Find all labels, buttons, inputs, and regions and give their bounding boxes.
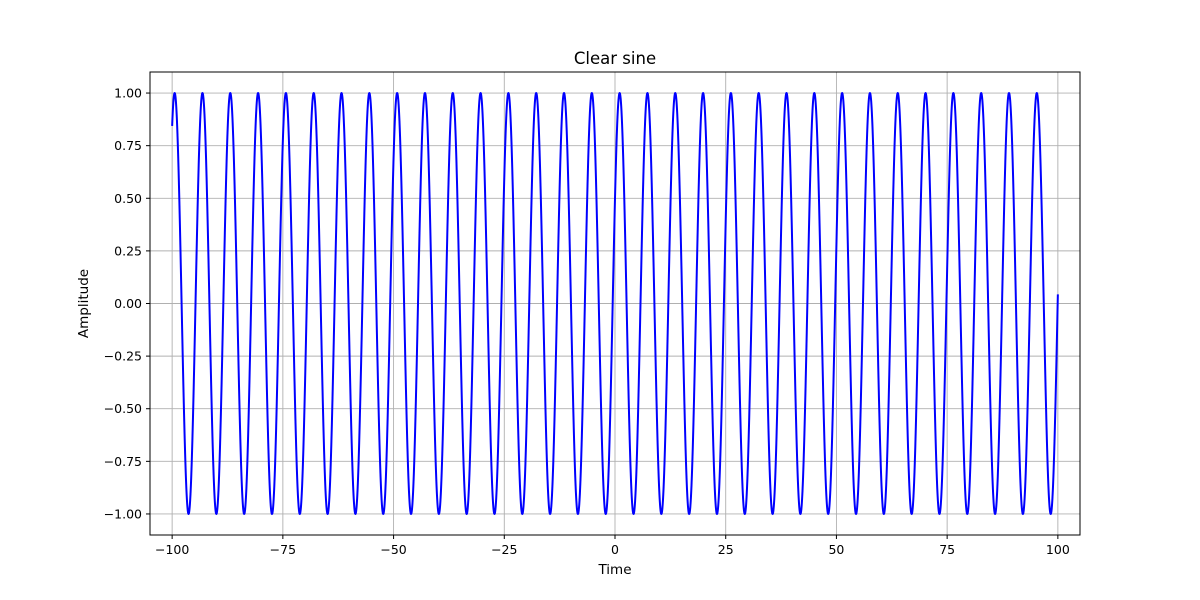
series-layer <box>171 92 1059 515</box>
x-tick-label: 0 <box>611 542 619 557</box>
y-tick-label: −1.00 <box>104 506 142 521</box>
x-tick-label: 25 <box>718 542 734 557</box>
x-tick-label: 75 <box>939 542 955 557</box>
x-tick-label: 50 <box>828 542 844 557</box>
x-tick-label: −100 <box>155 542 189 557</box>
y-tick-label: 0.75 <box>114 138 142 153</box>
sine-series-line <box>171 92 1059 515</box>
y-tick-label: −0.25 <box>104 349 142 364</box>
y-tick-label: 0.50 <box>114 191 142 206</box>
x-tick-label: −75 <box>270 542 296 557</box>
x-axis-label: Time <box>597 562 631 578</box>
y-tick-label: −0.50 <box>104 401 142 416</box>
y-tick-label: 1.00 <box>114 86 142 101</box>
chart-title: Clear sine <box>574 49 656 68</box>
y-tick-label: 0.00 <box>114 296 142 311</box>
x-tick-label: −50 <box>380 542 406 557</box>
plot-frame <box>149 71 1081 536</box>
y-tick-label: 0.25 <box>114 243 142 258</box>
x-tick-label: 100 <box>1046 542 1070 557</box>
ticks: −100 −75 −50 −25 0 25 50 75 100 −1.00 −0.75 −0.50 −0… <box>104 86 1070 557</box>
y-tick-label: −0.75 <box>104 454 142 469</box>
x-tick-label: −25 <box>491 542 517 557</box>
y-axis-label: Amplitude <box>76 269 92 338</box>
